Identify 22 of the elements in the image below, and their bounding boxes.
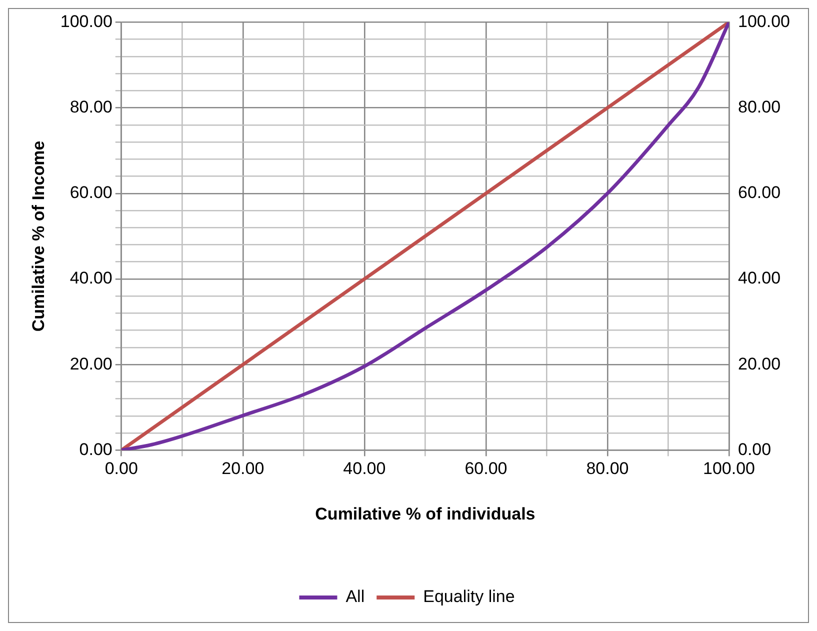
y-axis-title: Cumilative % of Income xyxy=(28,140,48,332)
y-tick-label: 0.00 xyxy=(79,440,112,459)
y2-tick-label: 20.00 xyxy=(738,354,781,374)
x-axis-title: Cumilative % of individuals xyxy=(315,504,536,524)
y-tick-label: 80.00 xyxy=(70,97,112,116)
y2-tick-label: 0.00 xyxy=(738,440,772,459)
y2-tick-label: 60.00 xyxy=(738,183,781,202)
x-tick-label: 80.00 xyxy=(586,459,629,478)
y-tick-label: 20.00 xyxy=(70,354,112,374)
x-tick-label: 0.00 xyxy=(104,459,138,478)
y2-tick-label: 40.00 xyxy=(738,268,781,288)
y2-tick-label: 100.00 xyxy=(738,12,790,31)
x-tick-label: 40.00 xyxy=(343,459,386,478)
x-tick-label: 60.00 xyxy=(464,459,508,478)
legend-label: Equality line xyxy=(423,587,515,606)
y-tick-label: 40.00 xyxy=(70,268,112,288)
y2-tick-label: 80.00 xyxy=(738,97,781,116)
legend-label: All xyxy=(346,587,365,606)
y-tick-label: 100.00 xyxy=(60,12,112,31)
x-tick-label: 100.00 xyxy=(703,459,756,478)
y-tick-label: 60.00 xyxy=(70,183,112,202)
x-tick-label: 20.00 xyxy=(222,459,264,478)
